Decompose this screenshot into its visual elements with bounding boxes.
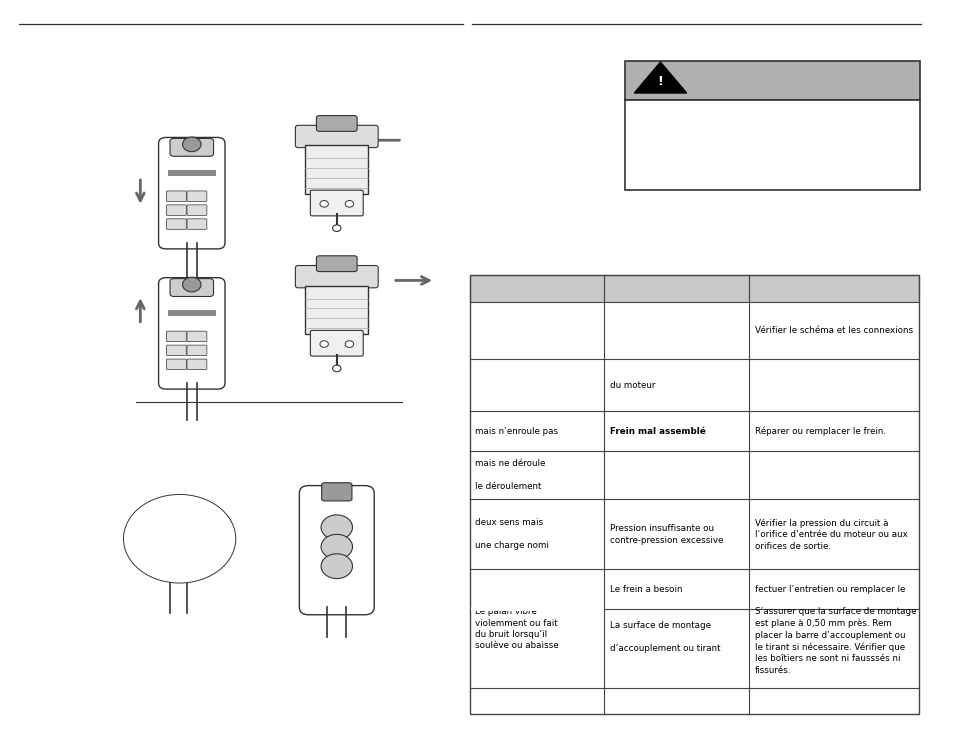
FancyBboxPatch shape [187, 359, 207, 370]
FancyBboxPatch shape [187, 345, 207, 356]
FancyBboxPatch shape [166, 359, 186, 370]
FancyBboxPatch shape [321, 483, 352, 501]
FancyBboxPatch shape [305, 286, 368, 334]
Circle shape [321, 534, 353, 559]
Circle shape [345, 201, 354, 207]
Text: S’assurer que la surface de montage
est plane à 0,50 mm près. Rem
placer la barr: S’assurer que la surface de montage est … [754, 607, 915, 675]
FancyBboxPatch shape [166, 331, 186, 342]
FancyBboxPatch shape [158, 137, 225, 249]
FancyBboxPatch shape [166, 345, 186, 356]
FancyBboxPatch shape [170, 139, 213, 156]
Text: Frein mal assemblé: Frein mal assemblé [609, 427, 705, 435]
Text: deux sens mais

une charge nomi: deux sens mais une charge nomi [475, 518, 549, 551]
Text: Le frein a besoin: Le frein a besoin [609, 584, 681, 594]
FancyBboxPatch shape [168, 170, 215, 176]
Circle shape [155, 520, 204, 558]
FancyBboxPatch shape [295, 125, 377, 148]
FancyBboxPatch shape [187, 205, 207, 215]
Text: Réparer ou remplacer le frein.: Réparer ou remplacer le frein. [754, 427, 884, 436]
Text: !: ! [657, 75, 662, 88]
FancyBboxPatch shape [168, 311, 215, 317]
Circle shape [123, 494, 235, 583]
FancyBboxPatch shape [624, 61, 919, 100]
FancyBboxPatch shape [299, 486, 374, 615]
Circle shape [321, 515, 353, 539]
Text: mais n’enroule pas: mais n’enroule pas [475, 427, 558, 435]
FancyBboxPatch shape [166, 219, 186, 230]
FancyBboxPatch shape [187, 219, 207, 230]
FancyBboxPatch shape [316, 256, 356, 272]
Circle shape [168, 529, 192, 548]
Text: Le palan vibre
violemment ou fait
du bruit lorsqu’il
soulève ou abaisse: Le palan vibre violemment ou fait du bru… [475, 607, 558, 650]
Circle shape [319, 341, 328, 348]
FancyBboxPatch shape [305, 145, 368, 194]
Text: La surface de montage

d’accouplement ou tirant: La surface de montage d’accouplement ou … [609, 621, 720, 653]
Text: Pression insuffisante ou
contre-pression excessive: Pression insuffisante ou contre-pression… [609, 524, 722, 545]
Circle shape [319, 201, 328, 207]
Text: fectuer l’entretien ou remplacer le: fectuer l’entretien ou remplacer le [754, 584, 904, 594]
Circle shape [182, 137, 201, 152]
Circle shape [345, 341, 354, 348]
FancyBboxPatch shape [166, 191, 186, 201]
Text: mais ne déroule

le déroulement: mais ne déroule le déroulement [475, 459, 545, 491]
Text: Vérifier le schéma et les connexions: Vérifier le schéma et les connexions [754, 325, 912, 334]
Circle shape [333, 225, 340, 232]
FancyBboxPatch shape [316, 116, 356, 131]
FancyBboxPatch shape [310, 190, 363, 216]
Text: Vérifier la pression du circuit à
l’orifice d’entrée du moteur ou aux
orifices d: Vérifier la pression du circuit à l’orif… [754, 518, 906, 551]
Circle shape [182, 277, 201, 292]
Circle shape [321, 554, 353, 579]
Polygon shape [634, 62, 686, 93]
FancyBboxPatch shape [295, 266, 377, 288]
FancyBboxPatch shape [170, 279, 213, 297]
FancyBboxPatch shape [310, 331, 363, 356]
FancyBboxPatch shape [158, 277, 225, 389]
Circle shape [140, 508, 218, 570]
FancyBboxPatch shape [469, 275, 918, 302]
FancyBboxPatch shape [624, 100, 919, 190]
Circle shape [333, 365, 340, 372]
Text: du moteur: du moteur [609, 381, 655, 390]
FancyBboxPatch shape [166, 205, 186, 215]
FancyBboxPatch shape [187, 191, 207, 201]
FancyBboxPatch shape [470, 607, 603, 611]
FancyBboxPatch shape [187, 331, 207, 342]
